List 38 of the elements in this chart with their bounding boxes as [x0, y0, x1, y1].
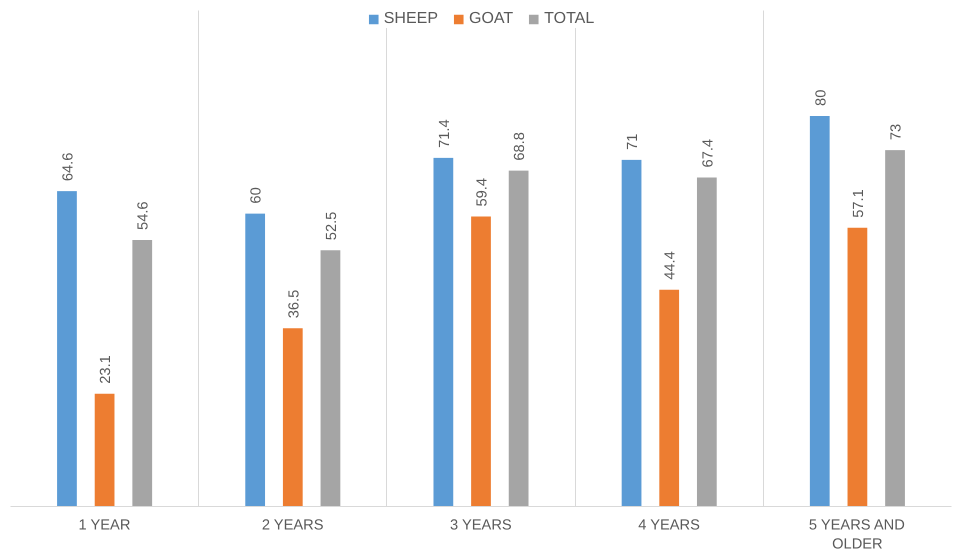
legend-label: TOTAL — [544, 10, 594, 28]
bar — [282, 328, 303, 506]
data-label: 80 — [813, 90, 830, 106]
bar — [433, 158, 454, 506]
bar — [320, 250, 340, 506]
x-tick-label: 4 YEARS — [638, 518, 700, 534]
bar — [471, 216, 491, 506]
data-label: 59.4 — [474, 178, 490, 207]
data-label: 57.1 — [850, 189, 867, 218]
bar — [810, 116, 830, 506]
bar — [245, 214, 266, 506]
bar — [659, 290, 680, 506]
data-label: 64.6 — [60, 152, 76, 182]
data-label: 44.4 — [662, 251, 679, 280]
legend-label: SHEEP — [384, 10, 438, 28]
data-label: 54.6 — [136, 201, 152, 230]
data-label: 52.5 — [324, 212, 340, 240]
data-label: 73 — [888, 124, 905, 140]
data-label: 71.4 — [436, 119, 453, 148]
bar — [696, 177, 717, 506]
bar — [848, 228, 868, 506]
x-tick-label: 3 YEARS — [450, 518, 512, 534]
data-label: 67.4 — [700, 138, 716, 168]
data-label: 23.1 — [98, 355, 114, 384]
bar — [622, 160, 642, 506]
bar — [94, 394, 114, 506]
x-tick-label: 5 YEARS AND OLDER — [808, 518, 905, 553]
bar — [132, 240, 152, 506]
data-label: 36.5 — [286, 290, 302, 318]
bar — [508, 170, 529, 506]
data-label: 71 — [625, 134, 642, 150]
bar — [57, 191, 77, 506]
data-label: 60 — [248, 187, 265, 204]
x-tick-label: 1 YEAR — [78, 518, 130, 534]
data-label: 68.8 — [512, 132, 528, 161]
legend-label: GOAT — [469, 10, 514, 28]
bar — [885, 150, 905, 506]
x-tick-label: 2 YEARS — [262, 518, 324, 534]
